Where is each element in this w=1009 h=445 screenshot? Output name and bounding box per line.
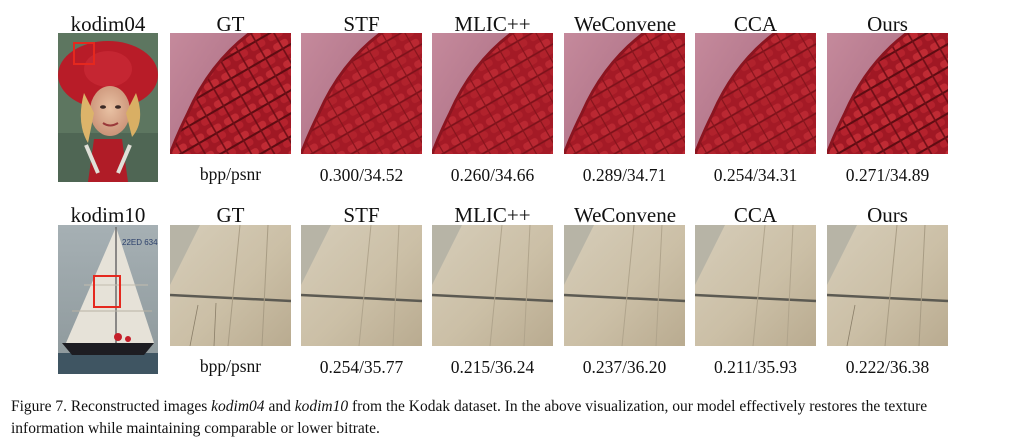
- row2-crop-stf: [301, 225, 422, 346]
- row2-method-stf: STF: [343, 203, 380, 227]
- row1-method-weconvene: WeConvene: [573, 12, 677, 36]
- row1-crop-mlic: [432, 33, 553, 154]
- row2-value-weconvene: 0.237/36.20: [582, 357, 667, 377]
- caption-image-1: kodim04: [211, 398, 265, 415]
- row2-method-weconvene: WeConvene: [573, 203, 677, 227]
- row2-crop-weconvene: [564, 225, 685, 346]
- row1-method-cca: CCA: [733, 12, 778, 36]
- caption-prefix: Figure 7. Reconstructed images: [11, 398, 212, 415]
- kodim10-thumbnail: 22ED 63455: [58, 225, 158, 374]
- row1-method-ours: Ours: [867, 12, 908, 36]
- row2-crop-ours: [827, 225, 948, 346]
- row2-crop-mlic: [432, 225, 553, 346]
- row2-metric-label: bpp/psnr: [199, 356, 262, 376]
- row2-value-cca: 0.211/35.93: [714, 357, 797, 377]
- row2-method-ours: Ours: [867, 203, 908, 227]
- row2-method-cca: CCA: [733, 203, 778, 227]
- row1-method-stf: STF: [343, 12, 380, 36]
- caption-suffix: from the Kodak dataset. In the above vis…: [11, 398, 928, 437]
- row1-crop-stf: [301, 33, 422, 154]
- figure-caption: Figure 7. Reconstructed images kodim04 a…: [11, 396, 1001, 440]
- row2-method-mlic: MLIC++: [454, 203, 531, 227]
- row2-image-label: kodim10: [70, 203, 146, 227]
- row1-value-mlic: 0.260/34.66: [450, 165, 535, 185]
- row1-crop-weconvene: [564, 33, 685, 154]
- row2-crop-gt: [170, 225, 291, 346]
- row1-method-mlic: MLIC++: [454, 12, 531, 36]
- sail-number: 22ED 63455: [122, 238, 158, 247]
- row1-crop-gt: [170, 33, 291, 154]
- kodim04-thumbnail: [58, 33, 158, 182]
- row2-value-stf: 0.254/35.77: [319, 357, 404, 377]
- row1-value-stf: 0.300/34.52: [319, 165, 404, 185]
- row1-crop-cca: [695, 33, 816, 154]
- row2-value-mlic: 0.215/36.24: [450, 357, 535, 377]
- row1-value-ours: 0.271/34.89: [845, 165, 930, 185]
- caption-image-2: kodim10: [294, 398, 349, 415]
- row1-image-label: kodim04: [70, 12, 146, 36]
- row2-crop-cca: [695, 225, 816, 346]
- row1-value-weconvene: 0.289/34.71: [582, 165, 667, 185]
- row1-metric-label: bpp/psnr: [199, 164, 262, 184]
- row1-method-gt: GT: [216, 12, 245, 36]
- row1-value-cca: 0.254/34.31: [713, 165, 798, 185]
- row1-crop-ours: [827, 33, 948, 154]
- caption-mid: and: [264, 398, 295, 415]
- row2-value-ours: 0.222/36.38: [845, 357, 930, 377]
- row2-method-gt: GT: [216, 203, 245, 227]
